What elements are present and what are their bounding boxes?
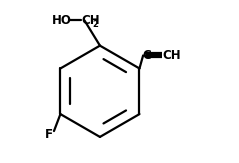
Text: CH: CH	[81, 14, 100, 27]
Text: F: F	[44, 128, 53, 141]
Text: CH: CH	[163, 49, 181, 62]
Text: C: C	[142, 49, 151, 62]
Text: 2: 2	[92, 20, 98, 29]
Text: HO: HO	[52, 14, 72, 27]
